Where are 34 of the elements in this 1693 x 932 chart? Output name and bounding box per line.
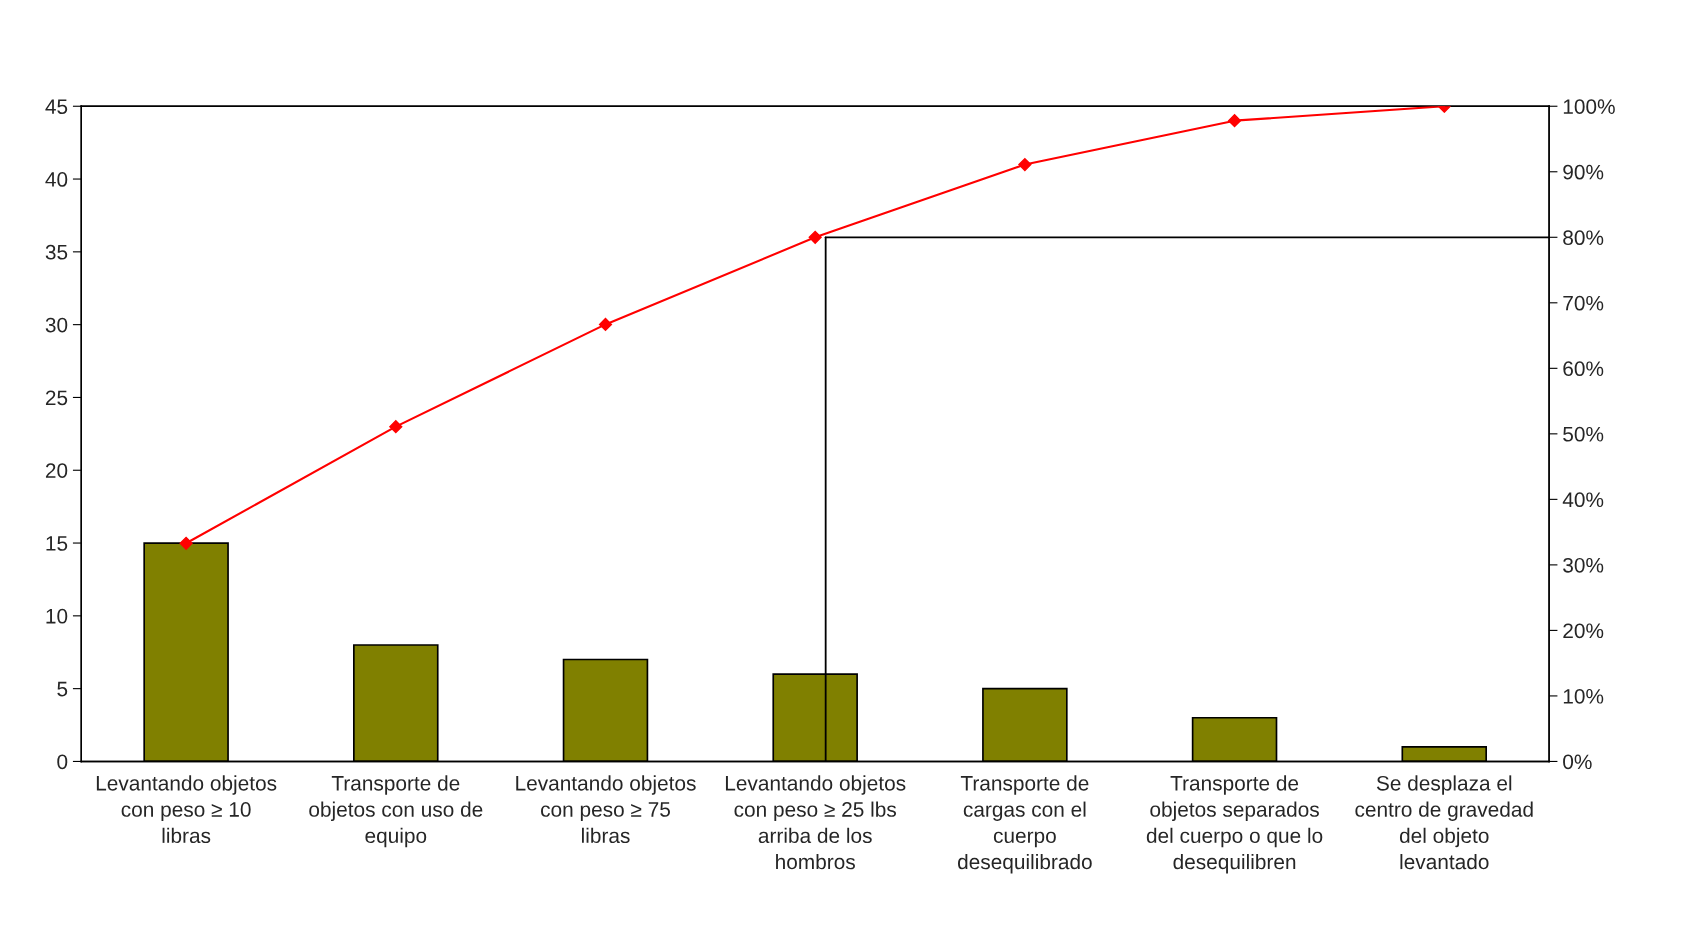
- y2-tick-label: 80%: [1563, 230, 1604, 246]
- y-tick-label: 0: [57, 754, 68, 770]
- point: [1018, 157, 1032, 172]
- x-tick-label: Se desplaza el centro de gravedad del objeto levantado: [1355, 775, 1533, 870]
- x-tick-label: Transporte de objetos con uso de equipo: [309, 775, 483, 848]
- y-tick-label: 20: [45, 463, 68, 478]
- y-tick-label: 25: [45, 390, 68, 406]
- y2-tick-label: 30%: [1563, 557, 1604, 573]
- y2-tick-label: 0%: [1563, 754, 1592, 770]
- point: [808, 230, 822, 244]
- point: [1227, 114, 1242, 128]
- point: [179, 536, 193, 550]
- y2-tick-label: 10%: [1563, 688, 1604, 704]
- y-tick-label: 5: [57, 681, 68, 697]
- y2-tick-label: 90%: [1563, 164, 1604, 180]
- x-tick-label: Transporte de cargas con el cuerpo desequilibrado: [957, 775, 1092, 874]
- x-tick-label: Levantando objetos con peso ≥ 25 lbs arriba de los hombros: [725, 775, 906, 870]
- x-tick-label: Levantando objetos con peso ≥ 10 libras: [96, 775, 277, 844]
- y2-tick-label: 100%: [1563, 99, 1615, 114]
- y2-tick-label: 50%: [1563, 426, 1604, 442]
- y-tick-label: 10: [46, 608, 68, 624]
- x-tick-label: Levantando objetos con peso ≥ 75 libras: [516, 775, 696, 844]
- y2-tick-label: 60%: [1563, 361, 1604, 377]
- y2-tick-label: 40%: [1562, 492, 1604, 508]
- x-tick-label: Transporte de objetos separados del cuerpo o que lo desequilibren: [1146, 775, 1323, 874]
- point: [389, 420, 403, 434]
- y2-tick-label: 20%: [1563, 623, 1604, 639]
- y-tick-label: 40: [45, 172, 68, 187]
- y-tick-label: 35: [45, 244, 68, 260]
- y-tick-label: 45: [45, 99, 68, 114]
- point: [598, 317, 613, 332]
- y2-tick-label: 70%: [1563, 295, 1604, 311]
- y-tick-label: 15: [46, 536, 68, 551]
- y-tick-label: 30: [45, 317, 68, 333]
